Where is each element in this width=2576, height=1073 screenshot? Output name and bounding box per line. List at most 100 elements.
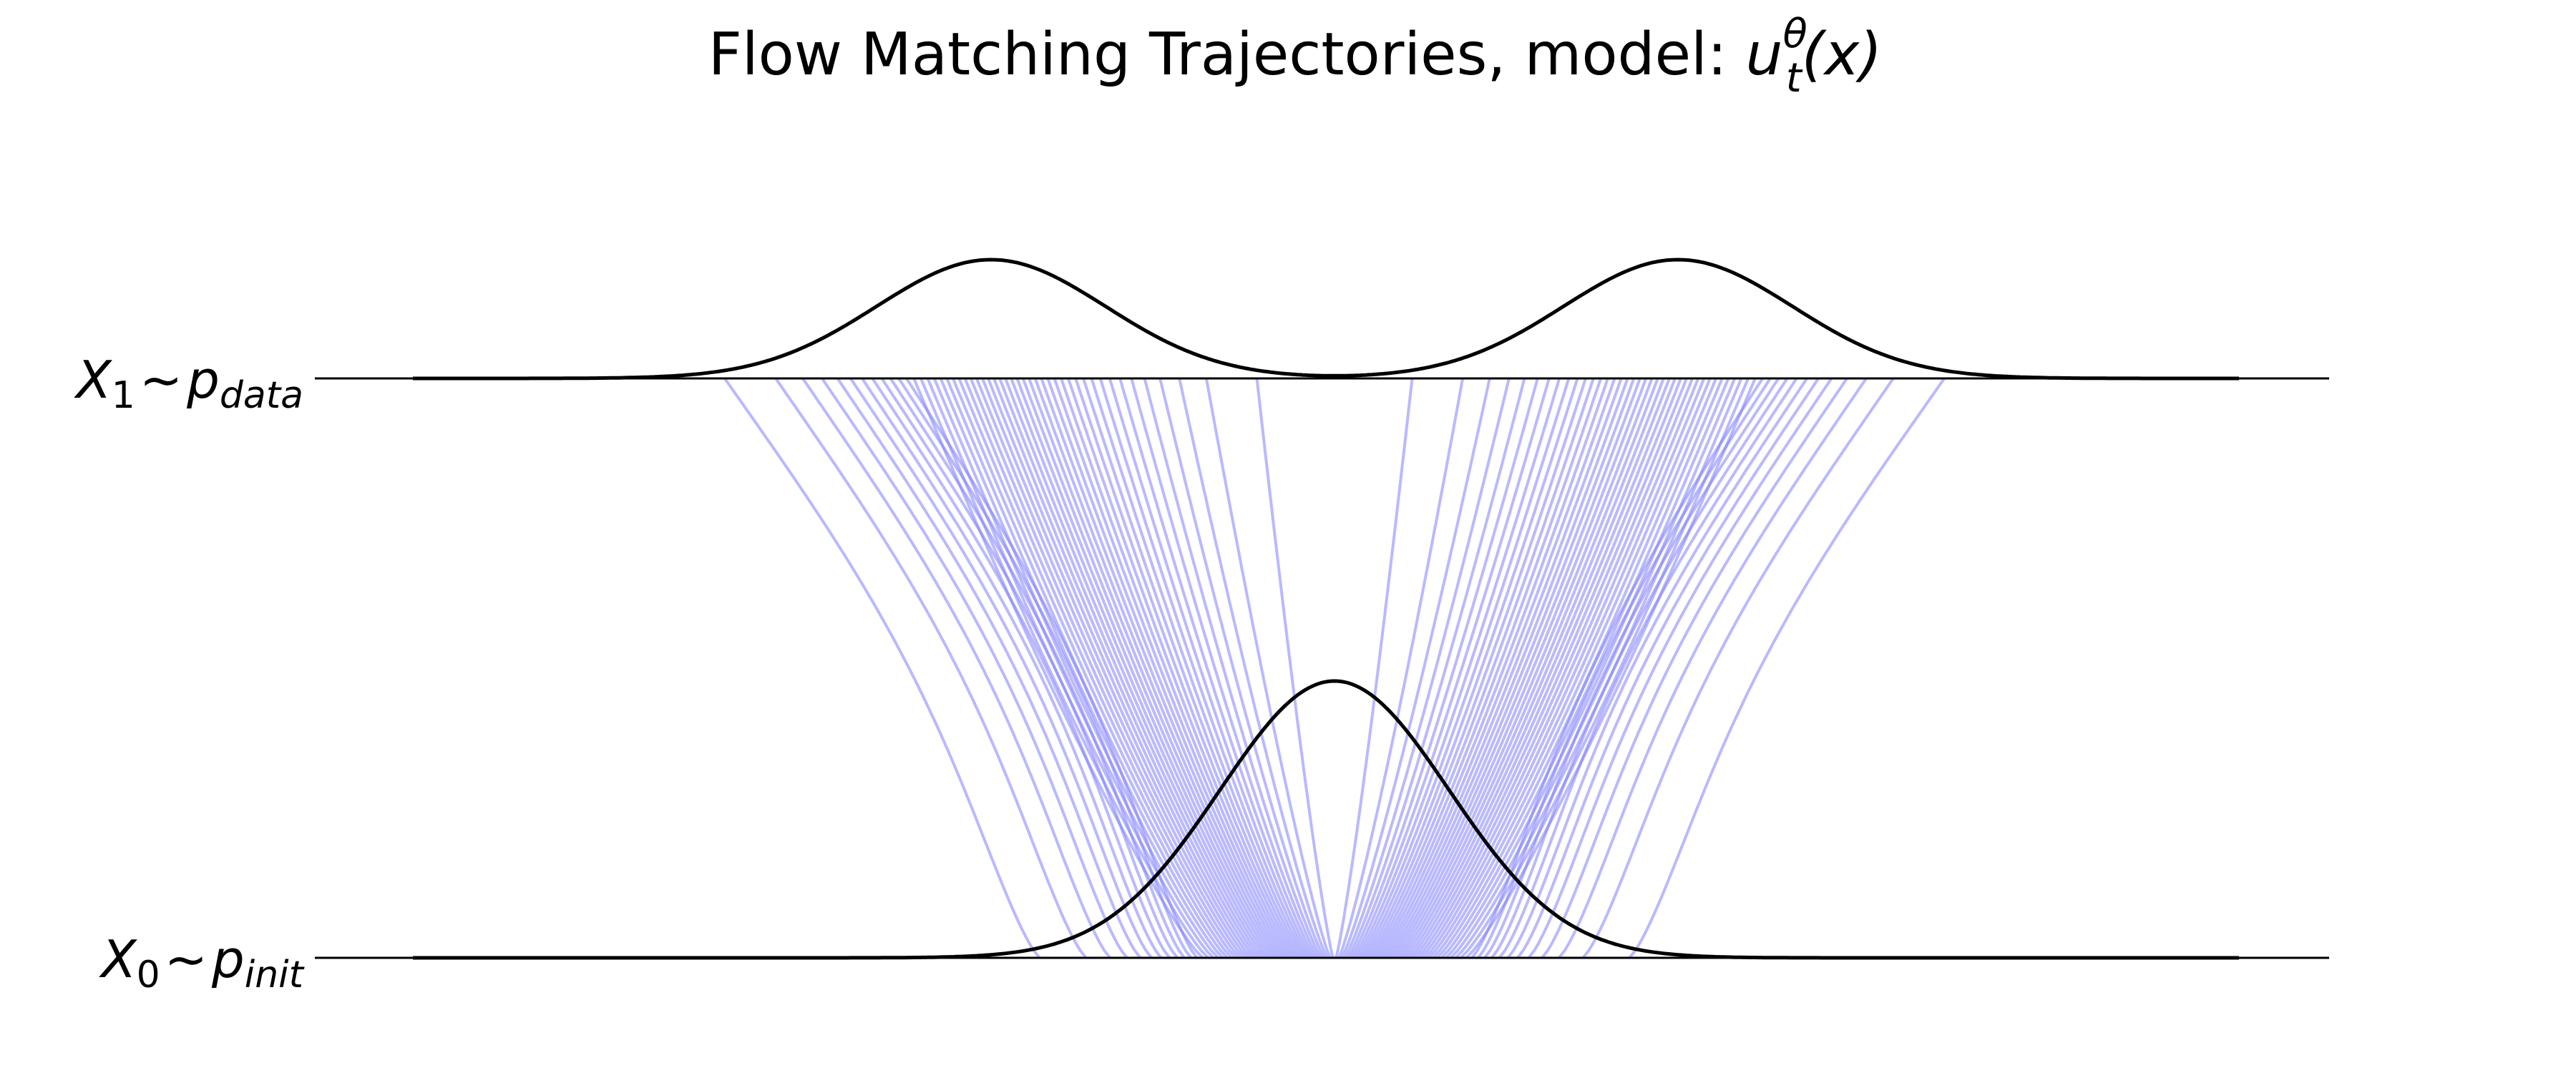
trajectory-line [1040, 378, 1287, 959]
label-x0-dist-sub: init [245, 954, 305, 996]
trajectory-line [1416, 378, 1688, 959]
trajectory-line [1346, 378, 1526, 959]
trajectory-lines [723, 377, 1946, 959]
trajectory-line [1382, 378, 1629, 959]
trajectory-line [1352, 378, 1551, 959]
trajectory-line [926, 378, 1215, 959]
trajectory-line [1033, 378, 1284, 959]
label-x1-var: X [73, 350, 112, 410]
trajectory-line [1178, 378, 1329, 959]
trajectory-line [1015, 378, 1274, 959]
trajectory-line [1004, 378, 1267, 959]
trajectory-line [1098, 378, 1312, 959]
label-x1-pdata: X1∼pdata [73, 350, 303, 417]
trajectory-line [1379, 378, 1623, 959]
label-x0-pinit: X0∼pinit [98, 929, 304, 996]
trajectory-line [1449, 378, 1737, 959]
trajectory-line [1428, 378, 1706, 959]
trajectory-line [1028, 378, 1281, 959]
trajectory-line [1628, 377, 1946, 959]
trajectory-line [1158, 378, 1326, 959]
trajectory-line [912, 378, 1204, 959]
trajectory-line [1483, 377, 1780, 959]
trajectory-line [1204, 378, 1332, 959]
trajectory-line [1349, 378, 1539, 959]
trajectory-line [1340, 378, 1491, 959]
trajectory-line [1558, 377, 1868, 959]
trajectory-line [1370, 378, 1602, 959]
trajectory-line [1423, 378, 1700, 959]
title-model-superscript: θ [1783, 11, 1807, 57]
trajectory-line [1412, 378, 1682, 959]
trajectory-line [963, 378, 1241, 959]
trajectory-line [1420, 378, 1694, 959]
trajectory-line [821, 377, 1128, 959]
trajectory-line [1385, 378, 1636, 959]
trajectory-line [1405, 378, 1671, 959]
label-x1-tilde: ∼ [140, 350, 182, 410]
label-x0-var: X [98, 929, 137, 989]
trajectory-line [1118, 378, 1317, 959]
label-x1-dist: p [186, 350, 220, 410]
trajectory-line [1527, 377, 1833, 959]
trajectory-line [1395, 378, 1654, 959]
trajectory-line [1541, 377, 1848, 959]
trajectory-line [1470, 377, 1764, 959]
trajectory-line [1053, 378, 1294, 959]
label-x0-dist: p [211, 929, 245, 989]
trajectory-line [932, 378, 1220, 959]
trajectory-line [1074, 378, 1302, 959]
trajectory-line [774, 377, 1088, 959]
trajectory-line [1355, 378, 1561, 959]
label-x1-dist-sub: data [220, 374, 303, 417]
trajectory-line [1090, 378, 1309, 959]
trajectory-line [1082, 378, 1306, 959]
title-model-argument: (x) [1802, 21, 1883, 89]
trajectory-line [1408, 378, 1677, 959]
trajectory-line [1581, 377, 1895, 959]
trajectory-line [1367, 378, 1595, 959]
trajectory-line [1010, 378, 1271, 959]
trajectory-line [1255, 378, 1335, 959]
trajectory-line [1477, 377, 1772, 959]
label-x0-sub: 0 [137, 954, 160, 996]
trajectory-line [1402, 378, 1665, 959]
trajectory-line [861, 377, 1163, 959]
trajectory-line [1392, 378, 1648, 959]
trajectory-line [1516, 377, 1820, 959]
trajectory-line [849, 377, 1153, 959]
trajectory-line [1388, 378, 1641, 959]
init-density-curve [413, 679, 2239, 960]
data-density-curve [413, 258, 2239, 381]
trajectory-line [998, 378, 1264, 959]
trajectory-line [1398, 378, 1659, 959]
trajectory-line [1498, 377, 1798, 959]
trajectory-line [987, 378, 1257, 959]
trajectory-line [1360, 378, 1579, 959]
trajectory-line [1335, 378, 1414, 959]
trajectory-line [1491, 377, 1789, 959]
trajectory-line [1021, 378, 1277, 959]
trajectory-line [952, 378, 1234, 959]
trajectory-line [1363, 378, 1587, 959]
trajectory-line [981, 378, 1253, 959]
trajectory-line [992, 378, 1261, 959]
trajectory-line [801, 377, 1111, 959]
trajectory-line [723, 377, 1041, 959]
trajectory-line [957, 378, 1237, 959]
trajectory-line [1375, 378, 1616, 959]
trajectory-line [1357, 378, 1571, 959]
title-model-subscript: t [1786, 55, 1803, 102]
trajectory-line [969, 378, 1246, 959]
trajectory-line [1108, 378, 1314, 959]
title-text: Flow Matching Trajectories, model: [708, 21, 1746, 89]
trajectory-line [975, 378, 1249, 959]
trajectory-line [939, 378, 1224, 959]
trajectory-line [1432, 378, 1712, 959]
figure-title: Flow Matching Trajectories, model: uθ t(x… [708, 11, 1883, 102]
trajectory-line [1372, 378, 1609, 959]
trajectory-line [1337, 378, 1465, 959]
trajectory-line [1506, 377, 1808, 959]
trajectory-line [836, 377, 1142, 959]
